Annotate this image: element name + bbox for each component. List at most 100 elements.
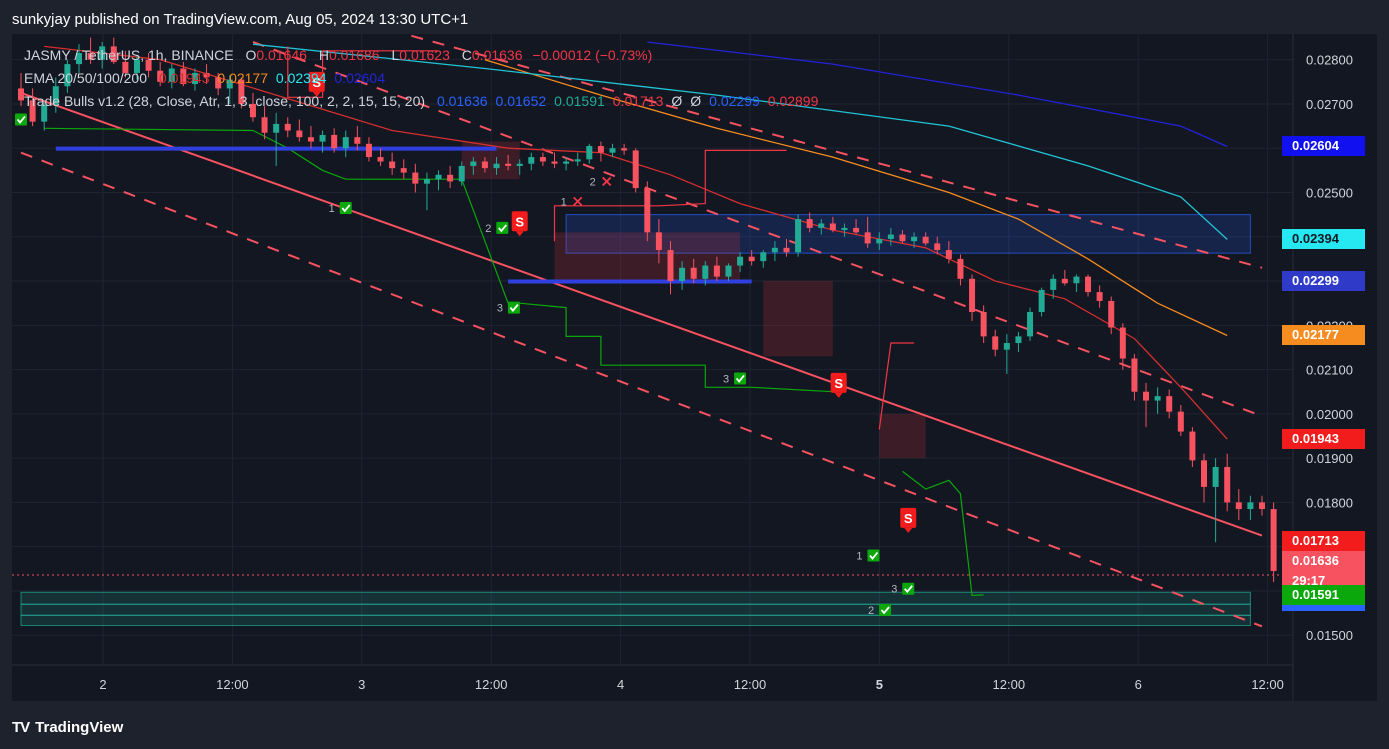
stop-line xyxy=(553,149,787,242)
candle-body xyxy=(1143,391,1150,401)
candle-body xyxy=(1247,502,1254,510)
candle-body xyxy=(969,278,976,313)
x-tick-label: 4 xyxy=(617,677,624,692)
price-zone xyxy=(20,603,1251,616)
symbol-legend: JASMY / TetherUS, 1h, BINANCE O0.01646 H… xyxy=(24,47,656,63)
buy-signal-label: 1 xyxy=(329,203,335,215)
candle-body xyxy=(157,70,164,82)
candle-body xyxy=(203,72,210,78)
buy-check-box xyxy=(496,221,509,234)
check-icon xyxy=(735,374,745,383)
candle-body xyxy=(1166,396,1173,412)
buy-signal-label: 2 xyxy=(485,223,491,235)
candle-body xyxy=(377,157,384,162)
candle-body xyxy=(493,163,500,169)
candle-body xyxy=(400,168,407,173)
tradingview-footer: TV TradingView xyxy=(12,716,123,738)
candle-body xyxy=(238,79,245,104)
symbol-name[interactable]: JASMY / TetherUS, 1h, BINANCE xyxy=(24,47,234,63)
candle-body xyxy=(725,265,732,277)
candle-body xyxy=(296,130,303,138)
indicator-value: 0.01713 xyxy=(612,93,664,109)
y-tick-label: 0.02700 xyxy=(1306,97,1353,112)
candle-body xyxy=(52,86,59,105)
x-tick-label: 3 xyxy=(358,677,365,692)
cross-icon xyxy=(573,196,583,206)
indicator-value: 0.01591 xyxy=(554,93,605,109)
candle-body xyxy=(1119,327,1126,359)
stop-line xyxy=(519,302,833,393)
candle-body xyxy=(354,137,361,144)
high-value: 0.01686 xyxy=(328,47,380,63)
candle-body xyxy=(1027,312,1034,337)
ema200-value: 0.02604 xyxy=(334,70,385,86)
channel-dashed-line xyxy=(252,41,1263,418)
candle-body xyxy=(1224,466,1231,503)
stop-line xyxy=(287,46,439,98)
candle-body xyxy=(655,232,662,251)
y-tick-label: 0.01500 xyxy=(1306,628,1353,643)
candle-body xyxy=(829,223,836,231)
candle-body xyxy=(226,79,233,89)
indicator-legend: Trade Bulls v1.2 (28, Close, Atr, 1, 3, … xyxy=(24,93,830,109)
candle-body xyxy=(806,219,813,228)
candle-body xyxy=(99,46,106,60)
chart-canvas[interactable]: SSSS1233132120.028000.027000.026000.0250… xyxy=(12,34,1377,701)
candle-body xyxy=(87,53,94,60)
buy-signal-label: 3 xyxy=(723,373,729,385)
candle-body xyxy=(18,88,24,101)
candle-body xyxy=(818,223,825,228)
stop-line xyxy=(878,342,915,430)
indicator-value: 0.01652 xyxy=(495,93,547,109)
candle-body xyxy=(435,174,442,180)
buy-check-box xyxy=(507,301,520,314)
y-tick-label: 0.02500 xyxy=(1306,185,1353,200)
buy-signal-label: 3 xyxy=(891,584,897,596)
y-tick-label: 0.02800 xyxy=(1306,53,1353,68)
candle-body xyxy=(458,165,465,182)
candle-body xyxy=(412,172,419,184)
candle-body xyxy=(644,188,651,233)
channel-dashed-line xyxy=(400,34,1263,269)
x-tick-label: 6 xyxy=(1135,677,1142,692)
candle-body xyxy=(1061,278,1068,284)
ema-title[interactable]: EMA 20/50/100/200 xyxy=(24,70,147,86)
x-tick-label: 12:00 xyxy=(475,677,508,692)
candle-body xyxy=(1038,289,1045,313)
sell-signal-marker xyxy=(830,372,847,393)
y-tick-label: 0.01900 xyxy=(1306,451,1353,466)
cross-icon xyxy=(602,176,612,187)
candle-body xyxy=(1235,502,1242,510)
sell-zone-box xyxy=(763,281,833,357)
candle-body xyxy=(771,247,778,253)
candle-body xyxy=(563,161,570,164)
price-zone xyxy=(20,614,1251,626)
buy-check-box xyxy=(15,113,27,126)
candle-body xyxy=(632,150,639,189)
candle-body xyxy=(505,163,512,166)
candle-body xyxy=(621,148,628,151)
open-label: O xyxy=(245,47,257,63)
close-value: 0.01636 xyxy=(471,47,523,63)
price-tag: 0.01636 xyxy=(1282,551,1365,571)
candle-body xyxy=(922,236,929,244)
candle-body xyxy=(702,265,709,279)
indicator-title[interactable]: Trade Bulls v1.2 (28, Close, Atr, 1, 3, … xyxy=(24,93,426,109)
candle-body xyxy=(261,117,268,133)
candle-body xyxy=(737,256,744,266)
chart-area[interactable]: SSSS1233132120.028000.027000.026000.0250… xyxy=(12,34,1377,701)
candle-body xyxy=(1131,358,1138,392)
candle-body xyxy=(876,238,883,244)
candle-body xyxy=(1015,336,1022,344)
sell-signal-pointer xyxy=(834,392,843,398)
candle-body xyxy=(29,100,36,122)
candle-body xyxy=(911,236,918,242)
candle-body xyxy=(551,161,558,164)
check-icon xyxy=(904,585,913,594)
candle-body xyxy=(1177,411,1184,432)
price-tag: 0.02177 xyxy=(1282,325,1365,346)
candle-body xyxy=(180,68,187,85)
buy-check-box xyxy=(867,549,880,562)
x-tick-label: 2 xyxy=(99,677,106,692)
candle-body xyxy=(389,161,396,169)
